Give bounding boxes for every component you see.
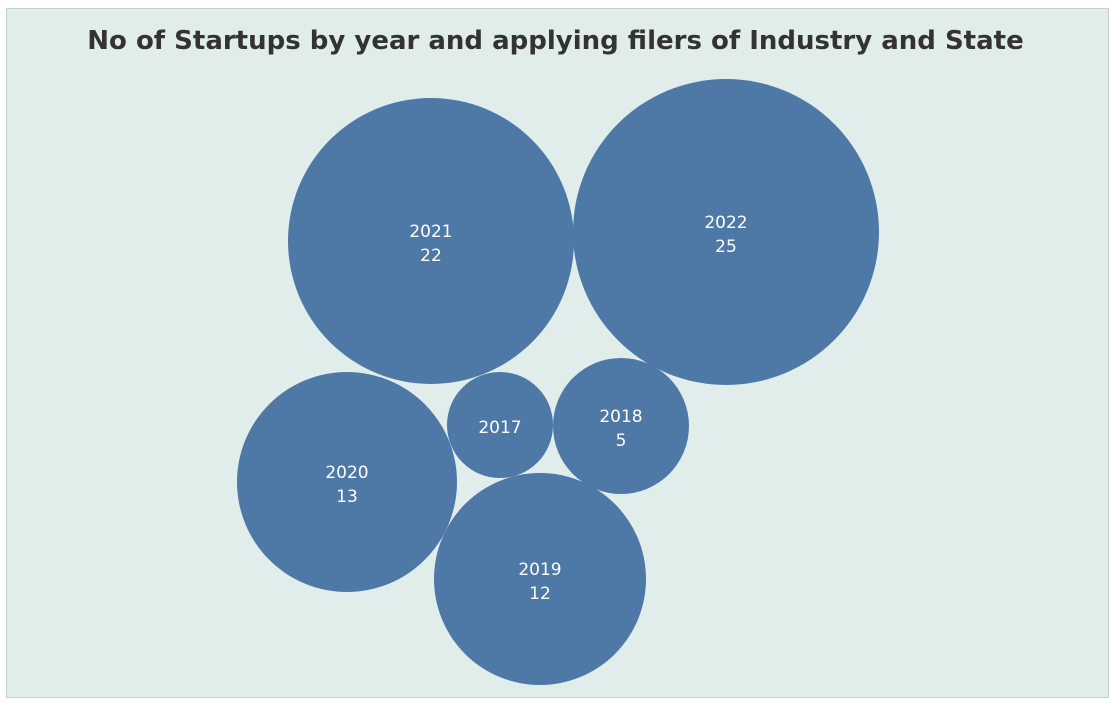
bubble-mark-2021[interactable] bbox=[288, 98, 574, 384]
bubble-year-label-2018: 2018 bbox=[599, 407, 642, 427]
bubble-2021[interactable]: 2021 22 bbox=[288, 98, 574, 384]
chart-title: No of Startups by year and applying file… bbox=[87, 26, 1024, 56]
bubble-year-label-2022: 2022 bbox=[704, 213, 747, 233]
bubble-value-label-2022: 25 bbox=[715, 237, 737, 257]
bubble-2017[interactable]: 2017 bbox=[447, 372, 553, 478]
bubble-2019[interactable]: 2019 12 bbox=[434, 473, 646, 685]
bubble-value-label-2019: 12 bbox=[529, 584, 551, 604]
bubble-2020[interactable]: 2020 13 bbox=[237, 372, 457, 592]
bubble-mark-2018[interactable] bbox=[553, 358, 689, 494]
bubble-year-label-2019: 2019 bbox=[518, 560, 561, 580]
bubble-year-label-2020: 2020 bbox=[325, 463, 368, 483]
bubble-mark-2017[interactable] bbox=[447, 372, 553, 478]
bubble-value-label-2021: 22 bbox=[420, 246, 442, 266]
bubble-value-label-2018: 5 bbox=[616, 431, 627, 451]
bubble-mark-2022[interactable] bbox=[573, 79, 879, 385]
bubble-2022[interactable]: 2022 25 bbox=[573, 79, 879, 385]
bubble-mark-2019[interactable] bbox=[434, 473, 646, 685]
bubble-value-label-2020: 13 bbox=[336, 487, 358, 507]
bubble-year-label-2021: 2021 bbox=[409, 222, 452, 242]
bubble-year-label-2017: 2017 bbox=[478, 418, 521, 438]
bubble-mark-2020[interactable] bbox=[237, 372, 457, 592]
bubble-2018[interactable]: 2018 5 bbox=[553, 358, 689, 494]
